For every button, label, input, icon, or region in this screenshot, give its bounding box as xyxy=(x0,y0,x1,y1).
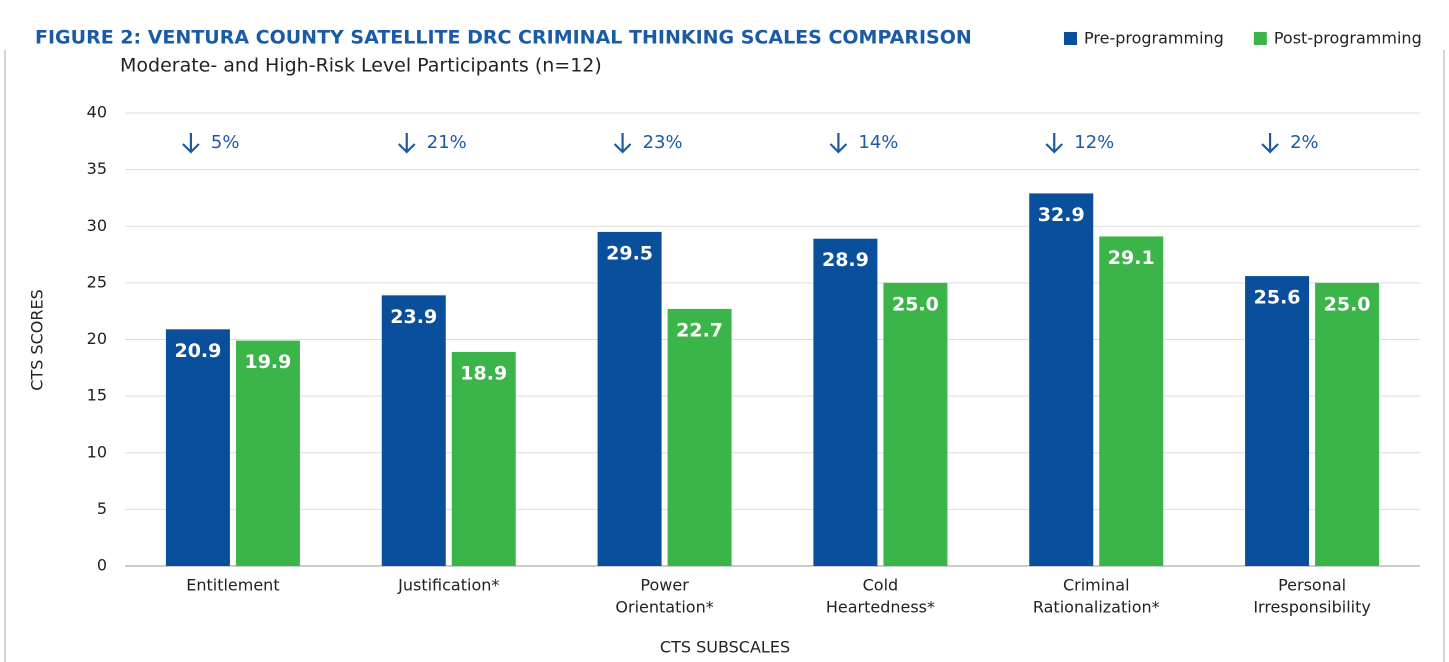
bar xyxy=(597,231,662,566)
change-arrow xyxy=(182,133,200,154)
y-tick-label: 15 xyxy=(87,386,107,405)
bar xyxy=(813,238,878,566)
y-tick-label: 25 xyxy=(87,272,107,291)
x-tick-label: Heartedness* xyxy=(826,598,935,617)
data-label: 29.5 xyxy=(606,242,653,264)
x-tick-label: Criminal xyxy=(1063,576,1130,595)
data-label: 23.9 xyxy=(390,306,437,328)
bar xyxy=(235,340,300,566)
data-label: 25.0 xyxy=(1324,293,1371,315)
data-label: 19.9 xyxy=(244,351,291,373)
y-tick-label: 40 xyxy=(87,103,107,122)
x-tick-label: Justification* xyxy=(397,576,499,595)
y-tick-label: 30 xyxy=(87,216,107,235)
change-arrow xyxy=(829,133,848,154)
change-label: 5% xyxy=(211,132,240,153)
change-arrow xyxy=(1261,133,1279,154)
y-axis-label: CTS SCORES xyxy=(28,289,47,391)
x-tick-label: Orientation* xyxy=(615,598,713,617)
y-tick-label: 35 xyxy=(87,159,107,178)
bar xyxy=(1099,236,1164,566)
change-arrow xyxy=(1045,133,1064,154)
change-arrow xyxy=(613,133,632,154)
bar xyxy=(381,295,446,566)
x-tick-label: Entitlement xyxy=(186,576,279,595)
x-axis-label: CTS SUBSCALES xyxy=(660,638,790,657)
bar xyxy=(1315,282,1380,566)
change-label: 23% xyxy=(643,132,683,153)
change-label: 14% xyxy=(858,132,898,153)
bar xyxy=(451,351,516,566)
bar xyxy=(667,308,732,566)
data-label: 29.1 xyxy=(1108,247,1155,269)
legend-swatch xyxy=(1253,32,1267,45)
y-tick-label: 20 xyxy=(87,329,107,348)
data-label: 25.6 xyxy=(1254,287,1301,309)
data-label: 25.0 xyxy=(892,293,939,315)
x-tick-label: Irresponsibility xyxy=(1253,598,1371,617)
x-tick-label: Cold xyxy=(863,576,899,595)
change-label: 2% xyxy=(1290,132,1319,153)
x-tick-label: Power xyxy=(640,576,689,595)
y-tick-label: 5 xyxy=(97,499,107,518)
x-tick-label: Personal xyxy=(1278,576,1346,595)
data-label: 18.9 xyxy=(460,362,507,384)
legend-label: Post-programming xyxy=(1274,29,1422,48)
data-label: 20.9 xyxy=(174,340,221,362)
chart-title: FIGURE 2: VENTURA COUNTY SATELLITE DRC C… xyxy=(35,27,972,49)
bar xyxy=(1245,276,1310,566)
change-arrow xyxy=(397,133,416,154)
legend-label: Pre-programming xyxy=(1084,29,1224,48)
x-tick-label: Rationalization* xyxy=(1033,598,1160,617)
bar xyxy=(1029,193,1094,566)
data-label: 32.9 xyxy=(1038,204,1085,226)
change-label: 21% xyxy=(427,132,467,153)
bar xyxy=(883,282,948,566)
change-label: 12% xyxy=(1074,132,1114,153)
data-label: 28.9 xyxy=(822,249,869,271)
legend-swatch xyxy=(1064,32,1077,45)
y-tick-label: 0 xyxy=(97,556,107,575)
data-label: 22.7 xyxy=(676,319,723,341)
y-tick-label: 10 xyxy=(87,442,107,461)
chart-subtitle: Moderate- and High-Risk Level Participan… xyxy=(120,55,602,77)
bar xyxy=(165,329,230,566)
